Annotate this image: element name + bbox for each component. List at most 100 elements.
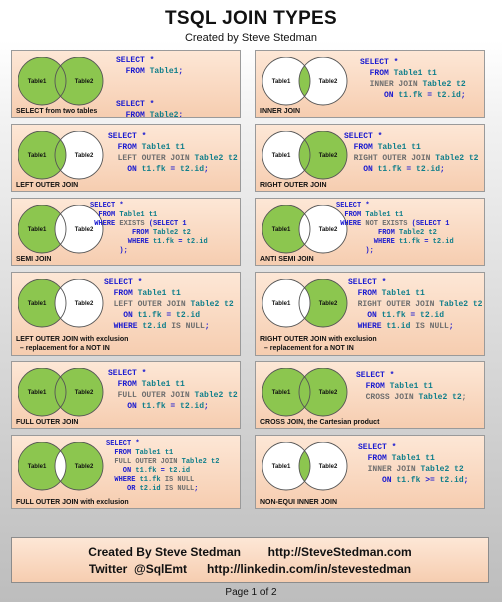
venn-diagram: Table1 Table2: [262, 131, 348, 180]
sql-code: SELECT * FROM Table1 t1 INNER JOIN Table…: [360, 57, 466, 101]
venn-circle-table1: [18, 442, 66, 490]
sql-line: ON t1.fk = t2.id;: [360, 91, 466, 100]
venn-circle-table1: [18, 205, 66, 253]
join-caption-line: ANTI SEMI JOIN: [260, 256, 314, 263]
sql-line: FROM Table1 t1: [104, 289, 181, 298]
join-caption: LEFT OUTER JOIN with exclusion – replace…: [16, 335, 128, 353]
join-caption-line: RIGHT OUTER JOIN with exclusion: [260, 336, 377, 343]
venn-circle-table1: [262, 205, 310, 253]
sql-line: ON t1.fk = t2.id: [348, 311, 445, 320]
venn-circle-table2: [55, 368, 103, 416]
venn-label-table2: Table2: [319, 301, 338, 307]
venn-circle-table1: [18, 131, 66, 179]
join-caption-line: LEFT OUTER JOIN with exclusion: [16, 336, 129, 343]
venn-circle-table2: [55, 57, 103, 105]
sql-line: SELECT *: [116, 56, 155, 65]
venn-diagram: Table1 Table2: [18, 57, 104, 106]
join-caption: ANTI SEMI JOIN: [260, 255, 314, 264]
sql-line: OR t2.id IS NULL;: [106, 485, 199, 493]
venn-label-table1: Table1: [28, 464, 47, 470]
venn-label-table2: Table2: [75, 227, 94, 233]
venn-diagram: Table1 Table2: [262, 205, 348, 254]
sql-line: FROM Table1 t1: [108, 143, 185, 152]
venn-label-table2: Table2: [75, 153, 94, 159]
sql-line: SELECT *: [104, 278, 143, 287]
sql-line: FROM Table1 t1: [108, 380, 185, 389]
sql-line: SELECT *: [348, 278, 387, 287]
sql-line: WHERE t1.fk = t2.id: [336, 238, 454, 246]
sql-line: SELECT *: [106, 440, 140, 448]
join-caption: CROSS JOIN, the Cartesian product: [260, 418, 379, 427]
sql-line: SELECT *: [336, 202, 370, 210]
sql-line: WHERE NOT EXISTS (SELECT 1: [336, 220, 450, 228]
join-caption: NON-EQUI INNER JOIN: [260, 498, 337, 507]
sql-code: SELECT * FROM Table1; SELECT * FROM Tabl…: [116, 55, 184, 118]
sql-line: FROM Table1 t1: [356, 382, 433, 391]
join-caption-line: NON-EQUI INNER JOIN: [260, 499, 338, 506]
venn-label-table1: Table1: [272, 464, 291, 470]
sql-code: SELECT * FROM Table1 t1 LEFT OUTER JOIN …: [108, 131, 238, 175]
venn-circle-table2: [299, 131, 347, 179]
venn-label-table2: Table2: [319, 227, 338, 233]
sql-line: LEFT OUTER JOIN Table2 t2: [113, 300, 234, 309]
page-number: Page 1 of 2: [225, 587, 277, 598]
venn-label-table2: Table2: [319, 390, 338, 396]
join-card-full-outer-join-exclusion: Table1 Table2 SELECT * FROM Table1 t1 FULL…: [11, 435, 241, 509]
venn-circle-table2: [55, 279, 103, 327]
venn-circle-table2: [55, 205, 103, 253]
join-card-semi-join: Table1 Table2 SELECT * FROM Table1 t1 WHER…: [11, 198, 241, 266]
sql-line: WHERE t1.fk IS NULL: [106, 476, 195, 484]
venn-diagram: Table1 Table2: [18, 279, 104, 328]
sql-line: WHERE EXISTS (SELECT 1: [90, 220, 187, 228]
sql-line: SELECT *: [90, 202, 124, 210]
sql-code: SELECT * FROM Table1 t1 WHERE EXISTS (SE…: [90, 202, 208, 256]
join-caption-line: CROSS JOIN, the Cartesian product: [260, 419, 380, 426]
sql-line: );: [336, 247, 374, 255]
venn-circle-table2: [299, 442, 347, 490]
sql-line: RIGHT OUTER JOIN Table2 t2: [353, 154, 479, 163]
join-caption-line: INNER JOIN: [260, 108, 301, 115]
sql-line: FROM Table2;: [116, 111, 184, 118]
page-title: TSQL JOIN TYPES: [164, 8, 338, 29]
venn-diagram: Table1 Table2: [262, 368, 348, 417]
sql-line: FROM Table2 t2: [90, 229, 191, 237]
join-caption: RIGHT OUTER JOIN with exclusion – replac…: [260, 335, 377, 353]
venn-circle-table2: [55, 442, 103, 490]
venn-circle-table2: [299, 57, 347, 105]
sql-code: SELECT * FROM Table1 t1 RIGHT OUTER JOIN…: [348, 277, 482, 332]
sql-line: SELECT *: [108, 132, 147, 141]
page-subtitle: Created by Steve Stedman: [184, 32, 318, 44]
venn-label-table2: Table2: [319, 79, 338, 85]
sql-line: FROM Table1 t1: [358, 454, 435, 463]
join-caption-line: SELECT from two tables: [16, 108, 98, 115]
venn-label-table1: Table1: [28, 153, 47, 159]
sql-line: FROM Table1 t1: [348, 289, 425, 298]
venn-diagram: Table1 Table2: [262, 57, 348, 106]
venn-circle-table2: [299, 368, 347, 416]
join-caption: LEFT OUTER JOIN: [16, 181, 78, 190]
sql-line: FROM Table1 t1: [106, 449, 174, 457]
sql-line: SELECT *: [344, 132, 383, 141]
sql-line: FROM Table1 t1: [344, 143, 421, 152]
sql-code: SELECT * FROM Table1 t1 FULL OUTER JOIN …: [106, 440, 219, 494]
join-caption: FULL OUTER JOIN with exclusion: [16, 498, 129, 507]
sql-code: SELECT * FROM Table1 t1 WHERE NOT EXISTS…: [336, 202, 454, 256]
join-card-full-outer-join: Table1 Table2 SELECT * FROM Table1 t1 FULL…: [11, 361, 241, 429]
sql-line: SELECT *: [358, 443, 397, 452]
sql-line: ON t1.fk = t2.id: [104, 311, 201, 320]
join-card-inner-join: Table1 Table2 SELECT * FROM Table1 t1 INNE…: [255, 50, 485, 118]
sql-line: WHERE t2.id IS NULL;: [104, 322, 210, 331]
sql-line: [116, 88, 183, 99]
sql-line: ON t1.fk = t2.id;: [108, 165, 209, 174]
join-caption-line: RIGHT OUTER JOIN: [260, 182, 327, 189]
sql-line: LEFT OUTER JOIN Table2 t2: [117, 154, 238, 163]
sql-line: FROM Table2 t2: [336, 229, 437, 237]
sql-line: INNER JOIN Table2 t2: [369, 80, 466, 89]
join-caption-line: – replacement for a NOT IN: [260, 345, 354, 352]
venn-diagram: Table1 Table2: [18, 442, 104, 491]
venn-label-table1: Table1: [272, 227, 291, 233]
sql-code: SELECT * FROM Table1 t1 INNER JOIN Table…: [358, 442, 468, 486]
join-caption: FULL OUTER JOIN: [16, 418, 78, 427]
sql-code: SELECT * FROM Table1 t1 CROSS JOIN Table…: [356, 370, 466, 403]
venn-diagram: Table1 Table2: [262, 442, 348, 491]
